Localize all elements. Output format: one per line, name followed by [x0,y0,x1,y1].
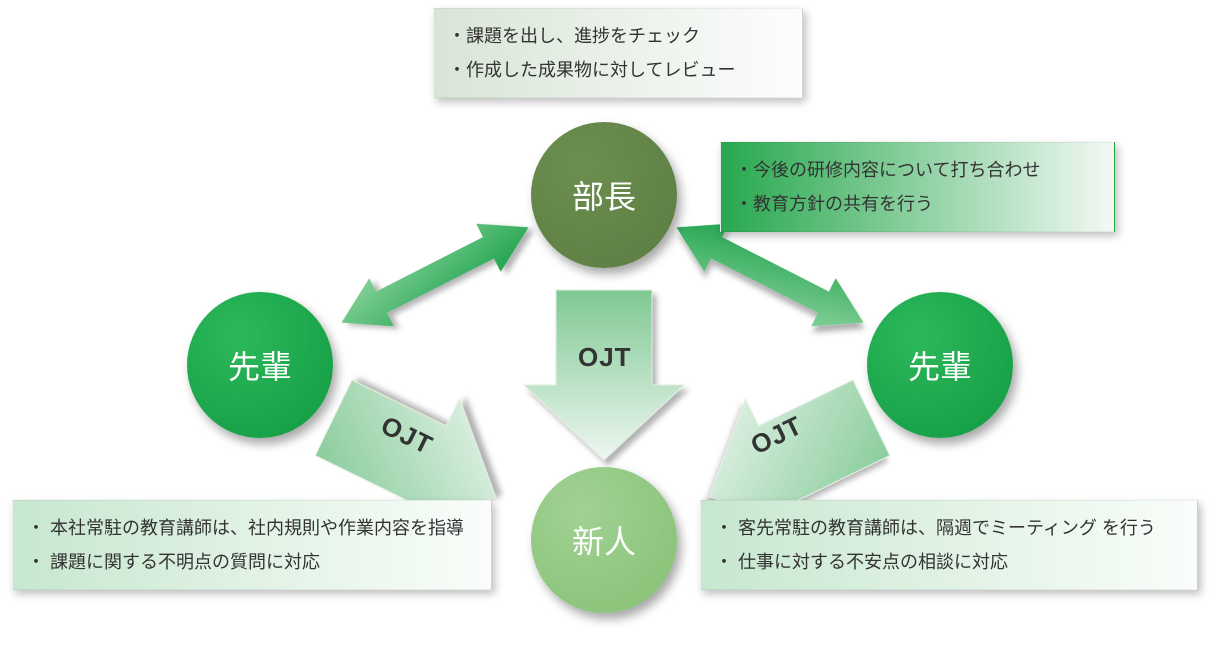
textbox-line: ・作成した成果物に対してレビュー [448,53,788,87]
node-label: 部長 [572,172,636,218]
textbox-boss-tasks: ・課題を出し、進捗をチェック ・作成した成果物に対してレビュー [433,8,803,98]
diagram-stage: ・課題を出し、進捗をチェック ・作成した成果物に対してレビュー ・今後の研修内容… [0,0,1209,650]
arrow-boss-senpai-left [329,203,541,346]
textbox-senpai-right-tasks: ・ 客先常駐の教育講師は、隔週でミーティング を行う ・ 仕事に対する不安点の相… [700,500,1198,590]
textbox-senpai-left-tasks: ・ 本社常駐の教育講師は、社内規則や作業内容を指導 ・ 課題に関する不明点の質問… [12,500,492,590]
node-newbie: 新人 [531,467,677,613]
textbox-line: ・今後の研修内容について打ち合わせ [735,153,1100,187]
ojt-label-center: OJT [578,342,632,373]
textbox-line: ・ 客先常駐の教育講師は、隔週でミーティング を行う [715,511,1183,545]
node-boss: 部長 [531,122,677,268]
textbox-line: ・ 本社常駐の教育講師は、社内規則や作業内容を指導 [27,511,477,545]
ojt-label-left: OJT [376,410,438,461]
node-senpai-right: 先輩 [867,292,1013,438]
node-label: 先輩 [228,342,292,388]
node-label: 新人 [572,517,636,563]
ojt-label-right: OJT [746,410,808,461]
textbox-line: ・教育方針の共有を行う [735,187,1100,221]
node-label: 先輩 [908,342,972,388]
textbox-line: ・ 仕事に対する不安点の相談に対応 [715,545,1183,579]
textbox-boss-senpai: ・今後の研修内容について打ち合わせ ・教育方針の共有を行う [720,142,1115,232]
arrow-ojt-center [524,290,684,460]
textbox-line: ・課題を出し、進捗をチェック [448,19,788,53]
textbox-line: ・ 課題に関する不明点の質問に対応 [27,545,477,579]
node-senpai-left: 先輩 [187,292,333,438]
